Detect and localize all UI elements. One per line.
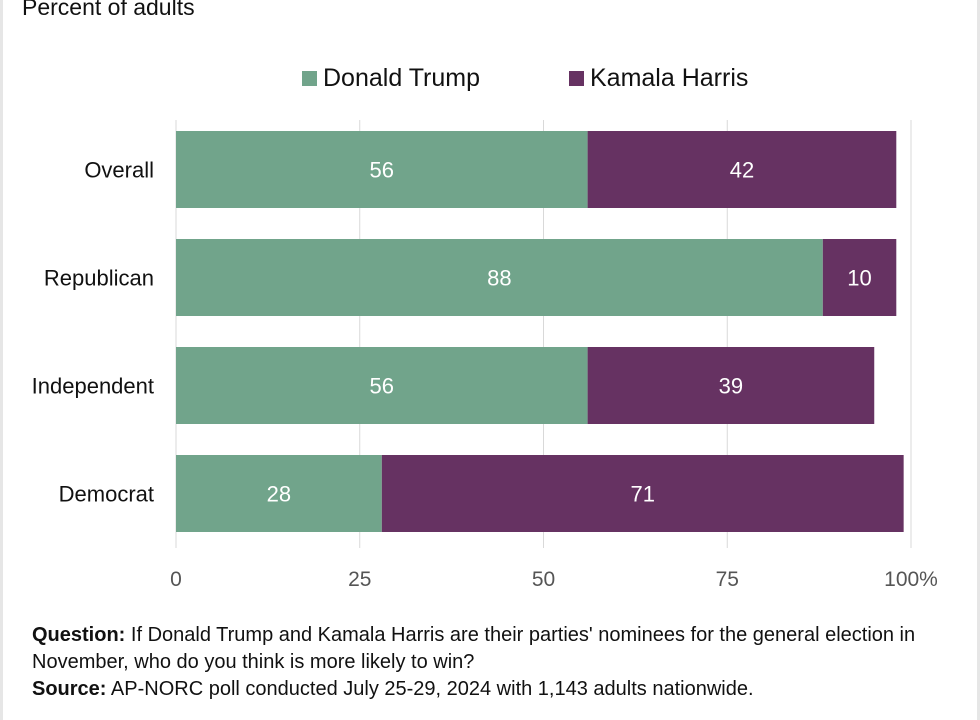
data-labels: 56 42 88 10 56 39 28 71 — [267, 158, 872, 507]
bars — [176, 131, 904, 532]
legend-label-trump: Donald Trump — [323, 63, 481, 92]
bar-republican-kamala-harris — [822, 239, 897, 316]
bar-democrat-donald-trump — [176, 455, 382, 532]
bar-democrat-kamala-harris — [381, 455, 904, 532]
data-label-independent-donald-trump: 56 — [370, 374, 394, 399]
legend-item-harris: Kamala Harris — [569, 61, 748, 95]
question-text: If Donald Trump and Kamala Harris are th… — [32, 624, 916, 673]
data-label-overall-kamala-harris: 42 — [730, 158, 754, 183]
x-tick-label-75: 75 — [716, 568, 739, 591]
category-labels: Overall Republican Independent Democrat — [32, 158, 154, 507]
category-label-democrat: Democrat — [59, 482, 154, 507]
legend-label-harris: Kamala Harris — [590, 63, 749, 92]
x-tick-label-50: 50 — [532, 568, 555, 591]
category-label-overall: Overall — [84, 158, 154, 183]
bar-independent-kamala-harris — [587, 347, 875, 424]
question-label: Question: — [32, 624, 126, 646]
question-line: Question: If Donald Trump and Kamala Har… — [32, 622, 962, 676]
legend-item-trump: Donald Trump — [302, 61, 480, 95]
x-tick-label-25: 25 — [348, 568, 371, 591]
frame-left-border — [0, 0, 3, 720]
source-line: Source: AP-NORC poll conducted July 25-2… — [32, 676, 962, 703]
bar-independent-donald-trump — [176, 347, 588, 424]
stacked-bar-chart: 56 42 88 10 56 39 28 71 Overall Republican Indepe… — [32, 120, 938, 591]
data-label-republican-kamala-harris: 10 — [847, 266, 871, 291]
data-label-democrat-kamala-harris: 71 — [630, 482, 654, 507]
x-tick-label-100: 100% — [884, 568, 938, 591]
source-label: Source: — [32, 678, 107, 700]
category-label-independent: Independent — [32, 374, 154, 399]
bar-overall-kamala-harris — [587, 131, 897, 208]
legend-swatch-trump — [302, 70, 317, 86]
category-label-republican: Republican — [44, 266, 154, 291]
chart-legend: Donald Trump Kamala Harris — [0, 61, 980, 95]
x-tick-label-0: 0 — [170, 568, 182, 591]
data-label-overall-donald-trump: 56 — [370, 158, 394, 183]
data-label-republican-donald-trump: 88 — [487, 266, 511, 291]
x-tick-labels: 0 25 50 75 100% — [170, 568, 938, 591]
chart-footnote: Question: If Donald Trump and Kamala Har… — [32, 622, 962, 703]
frame-right-border — [977, 0, 980, 720]
data-label-independent-kamala-harris: 39 — [719, 374, 743, 399]
legend-swatch-harris — [569, 70, 584, 86]
bar-overall-donald-trump — [176, 131, 588, 208]
chart-subtitle: Percent of adults — [22, 0, 195, 20]
data-label-democrat-donald-trump: 28 — [267, 482, 291, 507]
source-text: AP-NORC poll conducted July 25-29, 2024 … — [110, 678, 754, 700]
bar-republican-donald-trump — [176, 239, 823, 316]
